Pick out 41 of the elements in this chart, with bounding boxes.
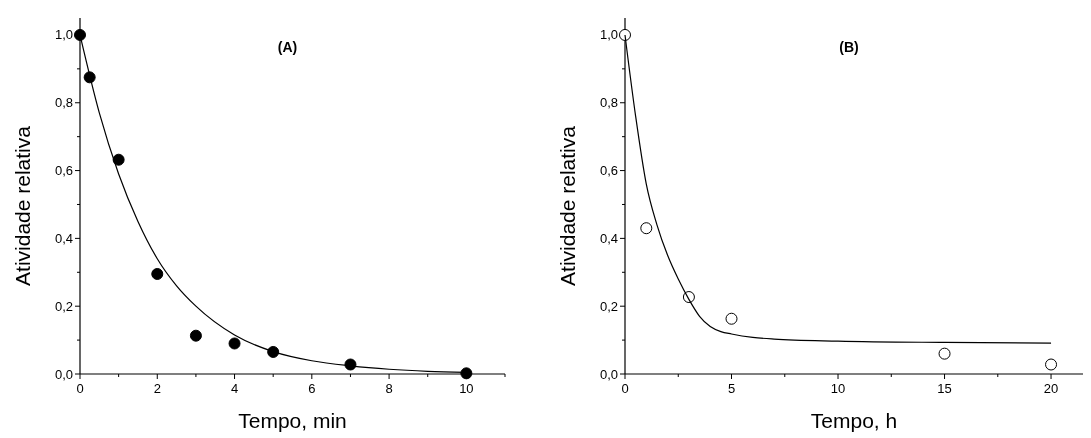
x-tick-label: 15 [937, 381, 952, 396]
y-axis-title: Atividade relativa [556, 125, 579, 286]
point [151, 267, 164, 280]
x-tick-label: 2 [153, 381, 161, 396]
text: (A) [277, 39, 298, 55]
y-tick-label: 0,6 [54, 163, 73, 179]
y-tick-label: 1,0 [599, 27, 618, 43]
y-tick-label: 0,0 [599, 366, 618, 382]
y-tick-label: 0,8 [599, 95, 618, 111]
y-tick-label: 0,2 [54, 298, 73, 314]
y-tick-label: 0,8 [54, 95, 73, 111]
point [267, 345, 280, 358]
point [228, 337, 241, 350]
x-tick-label: 4 [230, 381, 239, 396]
x-tick-label: 6 [308, 381, 316, 396]
point [938, 347, 951, 360]
x-tick-label: 0 [76, 381, 84, 396]
x-tick-label: 0 [621, 381, 629, 396]
y-tick-label: 0,6 [599, 163, 618, 179]
y-tick-label: 0,4 [599, 230, 618, 246]
y-tick-label: 0,4 [54, 230, 73, 246]
point [619, 28, 631, 41]
y-axis-title: Atividade relativa [11, 125, 34, 286]
x-tick-label: 5 [727, 381, 736, 396]
x-tick-label: 10 [459, 381, 474, 396]
x-axis-title: Tempo, min [238, 409, 347, 432]
x-tick-label: 20 [1043, 381, 1059, 396]
text: (B) [839, 39, 859, 55]
y-tick-label: 0,2 [599, 298, 618, 314]
x-axis-title: Tempo, h [810, 409, 898, 432]
x-tick-label: 10 [830, 381, 846, 396]
x-tick-label: 8 [385, 381, 393, 396]
y-tick-label: 0,0 [54, 366, 73, 382]
point [460, 367, 473, 380]
point [1045, 358, 1058, 371]
point [112, 153, 125, 166]
point [640, 222, 653, 235]
y-tick-label: 1,0 [54, 27, 73, 43]
point [189, 329, 202, 342]
point [725, 312, 738, 325]
point [74, 28, 86, 41]
